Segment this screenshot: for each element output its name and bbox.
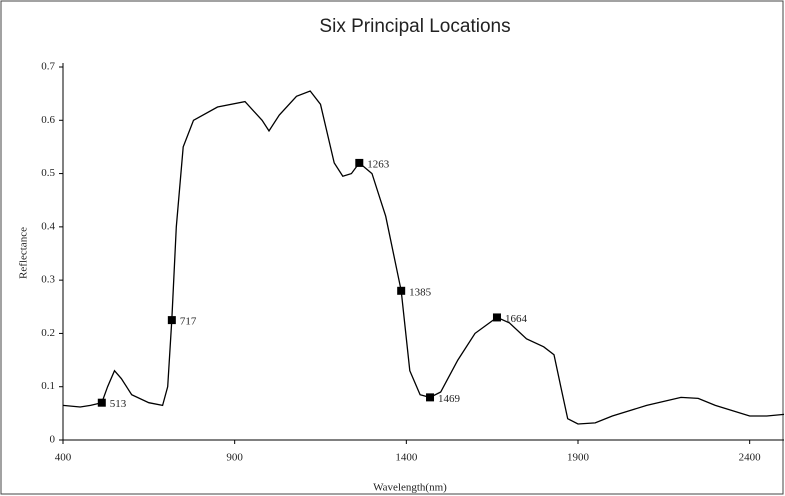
- point-label: 513: [110, 398, 127, 410]
- y-tick-label: 0.2: [41, 327, 55, 339]
- y-axis-label: Reflectance: [18, 227, 30, 279]
- point-label: 717: [180, 316, 197, 328]
- marker: [97, 398, 106, 407]
- x-tick-label: 1900: [567, 452, 590, 464]
- y-tick-label: 0.1: [41, 380, 55, 392]
- y-tick-label: 0.5: [41, 167, 55, 179]
- x-tick-label: 900: [226, 452, 243, 464]
- y-tick-label: 0.4: [41, 220, 55, 232]
- point-label: 1469: [438, 393, 461, 405]
- marker: [355, 158, 364, 167]
- x-tick-label: 1400: [395, 452, 418, 464]
- chart-title: Six Principal Locations: [319, 16, 510, 37]
- point-label: 1263: [367, 158, 390, 170]
- point-label: 1385: [409, 286, 432, 298]
- spectrum-line: [62, 90, 785, 425]
- marker: [426, 393, 435, 402]
- y-tick-label: 0.3: [41, 274, 55, 286]
- point-label: 1664: [505, 313, 528, 325]
- x-tick-label: 400: [55, 452, 72, 464]
- marker: [167, 316, 176, 325]
- marker: [492, 313, 501, 322]
- x-axis-label: Wavelength(nm): [373, 482, 447, 494]
- marker: [397, 286, 406, 295]
- y-tick-label: 0: [50, 434, 56, 446]
- y-tick-label: 0.7: [41, 61, 55, 73]
- y-tick-label: 0.6: [41, 114, 55, 126]
- x-tick-label: 2400: [739, 452, 762, 464]
